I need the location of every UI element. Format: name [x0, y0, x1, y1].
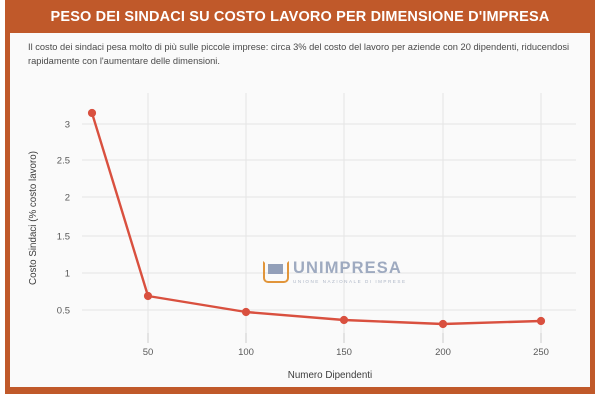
x-tick-200: 200	[435, 347, 451, 358]
data-point-250[interactable]	[536, 316, 546, 326]
y-tick-2: 2	[65, 193, 70, 204]
y-tick-0_5: 0.5	[57, 306, 70, 317]
x-tick-150: 150	[336, 347, 352, 358]
series-line-costo-sindaci	[90, 111, 543, 326]
series-markers	[87, 108, 546, 329]
data-point-200[interactable]	[438, 319, 448, 329]
y-axis-ticks: 3 2.5 2 1.5 1 0.5	[57, 120, 70, 317]
data-point-150[interactable]	[339, 315, 349, 325]
data-point-100[interactable]	[241, 307, 251, 317]
y-tick-2_5: 2.5	[57, 156, 70, 167]
x-axis-title: Numero Dipendenti	[288, 370, 372, 381]
subtitle-container: Il costo dei sindaci pesa molto di più s…	[10, 33, 590, 75]
x-axis-ticks: 50 100 150 200 250	[143, 333, 549, 358]
data-point-50[interactable]	[143, 291, 153, 301]
y-axis-title: Costo Sindaci (% costo lavoro)	[28, 151, 39, 285]
x-tick-100: 100	[238, 347, 254, 358]
y-tick-1_5: 1.5	[57, 232, 70, 243]
chart-plot-area: 3 2.5 2 1.5 1 0.5 50 100 150 200 250 Num…	[10, 75, 590, 387]
header-band: PESO DEI SINDACI SU COSTO LAVORO PER DIM…	[5, 0, 595, 33]
data-point-20[interactable]	[87, 108, 97, 118]
y-tick-1: 1	[65, 269, 70, 280]
x-tick-50: 50	[143, 347, 154, 358]
y-tick-3: 3	[65, 120, 70, 131]
line-chart: 3 2.5 2 1.5 1 0.5 50 100 150 200 250 Num…	[28, 93, 576, 381]
page-title: PESO DEI SINDACI SU COSTO LAVORO PER DIM…	[50, 8, 550, 25]
x-tick-250: 250	[533, 347, 549, 358]
subtitle-text: Il costo dei sindaci pesa molto di più s…	[28, 42, 570, 67]
